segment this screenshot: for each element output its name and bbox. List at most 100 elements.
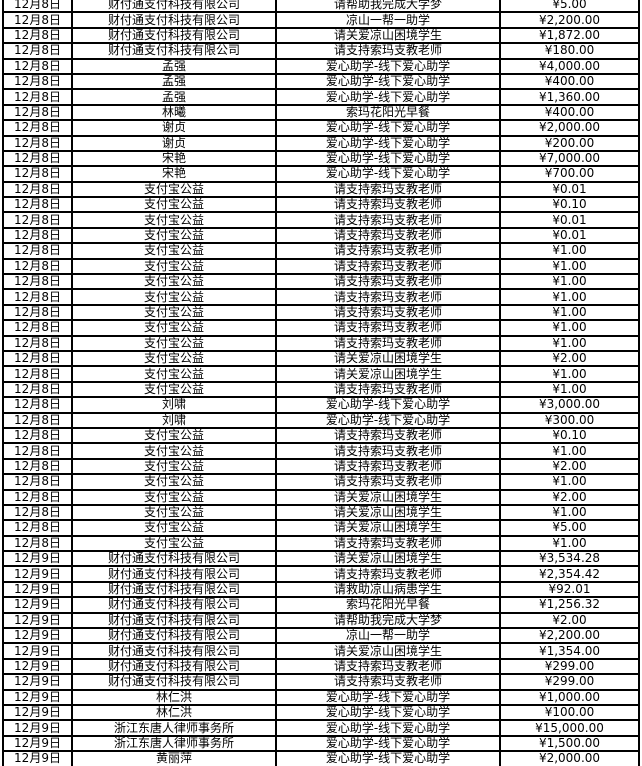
donor-cell: 财付通支付科技有限公司: [71, 565, 277, 583]
date-cell: 12月9日: [2, 703, 73, 722]
date-cell: 12月9日: [2, 565, 73, 583]
table-row: 12月8日 宋艳 爱心助学-线下爱心助学 ¥700.00: [2, 165, 640, 183]
campaign-cell: 爱心助学-线下爱心助学: [275, 119, 501, 137]
amount-cell: ¥5.00: [499, 519, 640, 537]
date-cell: 12月8日: [2, 334, 73, 353]
table-row: 12月8日 支付宝公益 请关爱凉山困境学生 ¥5.00: [2, 519, 640, 537]
donor-cell: 支付宝公益: [71, 473, 277, 491]
donor-cell: 财付通支付科技有限公司: [71, 42, 277, 60]
amount-cell: ¥0.01: [499, 180, 640, 199]
amount-cell: ¥1.00: [499, 503, 640, 522]
date-cell: 12月8日: [2, 473, 73, 491]
amount-cell: ¥180.00: [499, 42, 640, 60]
donor-cell: 财付通支付科技有限公司: [71, 596, 277, 614]
amount-cell: ¥1.00: [499, 473, 640, 491]
donor-cell: 林曦: [71, 103, 277, 122]
date-cell: 12月8日: [2, 426, 73, 445]
campaign-cell: 请帮助我完成大学梦: [275, 0, 501, 14]
amount-cell: ¥3,000.00: [499, 396, 640, 414]
table-row: 12月8日 支付宝公益 请支持索玛支教老师 ¥0.01: [2, 180, 640, 199]
donor-cell: 财付通支付科技有限公司: [71, 550, 277, 568]
table-row: 12月9日 财付通支付科技有限公司 请救助凉山病患学生 ¥92.01: [2, 580, 640, 599]
campaign-cell: 请支持索玛支教老师: [275, 211, 501, 229]
date-cell: 12月8日: [2, 42, 73, 60]
campaign-cell: 请支持索玛支教老师: [275, 673, 501, 691]
table-row: 12月9日 林仁洪 爱心助学-线下爱心助学 ¥100.00: [2, 703, 640, 722]
donor-cell: 支付宝公益: [71, 211, 277, 229]
date-cell: 12月8日: [2, 365, 73, 383]
donor-cell: 浙江东唐人律师事务所: [71, 734, 277, 753]
campaign-cell: 爱心助学-线下爱心助学: [275, 411, 501, 429]
amount-cell: ¥1.00: [499, 334, 640, 353]
date-cell: 12月9日: [2, 580, 73, 599]
table-row: 12月8日 支付宝公益 请关爱凉山困境学生 ¥2.00: [2, 488, 640, 506]
donor-cell: 支付宝公益: [71, 257, 277, 276]
table-row: 12月8日 谢贞 爱心助学-线下爱心助学 ¥200.00: [2, 134, 640, 152]
campaign-cell: 爱心助学-线下爱心助学: [275, 396, 501, 414]
amount-cell: ¥92.01: [499, 580, 640, 599]
table-row: 12月9日 浙江东唐人律师事务所 爱心助学-线下爱心助学 ¥1,500.00: [2, 734, 640, 753]
donor-cell: 林仁洪: [71, 688, 277, 706]
campaign-cell: 请支持索玛支教老师: [275, 426, 501, 445]
date-cell: 12月9日: [2, 688, 73, 706]
amount-cell: ¥1.00: [499, 365, 640, 383]
date-cell: 12月8日: [2, 411, 73, 429]
amount-cell: ¥1,872.00: [499, 26, 640, 45]
donor-cell: 支付宝公益: [71, 426, 277, 445]
donor-cell: 财付通支付科技有限公司: [71, 657, 277, 676]
donor-cell: 支付宝公益: [71, 288, 277, 306]
table-row: 12月8日 支付宝公益 请支持索玛支教老师 ¥1.00: [2, 473, 640, 491]
date-cell: 12月9日: [2, 596, 73, 614]
donor-cell: 财付通支付科技有限公司: [71, 642, 277, 660]
campaign-cell: 爱心助学-线下爱心助学: [275, 88, 501, 106]
table-row: 12月9日 财付通支付科技有限公司 请帮助我完成大学梦 ¥2.00: [2, 611, 640, 630]
table-row: 12月8日 刘啸 爱心助学-线下爱心助学 ¥3,000.00: [2, 396, 640, 414]
donor-cell: 刘啸: [71, 411, 277, 429]
donor-cell: 支付宝公益: [71, 457, 277, 476]
date-cell: 12月9日: [2, 611, 73, 630]
amount-cell: ¥1.00: [499, 319, 640, 337]
table-row: 12月8日 支付宝公益 请关爱凉山困境学生 ¥2.00: [2, 349, 640, 368]
date-cell: 12月8日: [2, 180, 73, 199]
date-cell: 12月8日: [2, 134, 73, 152]
date-cell: 12月8日: [2, 534, 73, 553]
date-cell: 12月8日: [2, 519, 73, 537]
campaign-cell: 爱心助学-线下爱心助学: [275, 719, 501, 737]
donor-cell: 支付宝公益: [71, 365, 277, 383]
amount-cell: ¥1,000.00: [499, 688, 640, 706]
donor-cell: 支付宝公益: [71, 380, 277, 399]
campaign-cell: 请支持索玛支教老师: [275, 196, 501, 214]
campaign-cell: 请关爱凉山困境学生: [275, 26, 501, 45]
table-row: 12月9日 财付通支付科技有限公司 索玛花阳光早餐 ¥1,256.32: [2, 596, 640, 614]
campaign-cell: 爱心助学-线下爱心助学: [275, 149, 501, 168]
table-row: 12月8日 支付宝公益 请支持索玛支教老师 ¥1.00: [2, 534, 640, 553]
donor-cell: 支付宝公益: [71, 273, 277, 291]
table-row: 12月8日 孟强 爱心助学-线下爱心助学 ¥400.00: [2, 72, 640, 91]
date-cell: 12月8日: [2, 396, 73, 414]
campaign-cell: 爱心助学-线下爱心助学: [275, 165, 501, 183]
campaign-cell: 请支持索玛支教老师: [275, 657, 501, 676]
amount-cell: ¥700.00: [499, 165, 640, 183]
date-cell: 12月9日: [2, 642, 73, 660]
table-row: 12月8日 刘啸 爱心助学-线下爱心助学 ¥300.00: [2, 411, 640, 429]
amount-cell: ¥2,000.00: [499, 119, 640, 137]
amount-cell: ¥4,000.00: [499, 57, 640, 75]
amount-cell: ¥1.00: [499, 442, 640, 460]
donor-cell: 支付宝公益: [71, 488, 277, 506]
campaign-cell: 请支持索玛支教老师: [275, 473, 501, 491]
campaign-cell: 请帮助我完成大学梦: [275, 611, 501, 630]
table-row: 12月8日 支付宝公益 请支持索玛支教老师 ¥1.00: [2, 303, 640, 322]
donor-cell: 支付宝公益: [71, 196, 277, 214]
table-row: 12月9日 财付通支付科技有限公司 凉山一帮一助学 ¥2,200.00: [2, 626, 640, 645]
table-row: 12月8日 谢贞 爱心助学-线下爱心助学 ¥2,000.00: [2, 119, 640, 137]
campaign-cell: 请关爱凉山困境学生: [275, 488, 501, 506]
table-row: 12月8日 支付宝公益 请支持索玛支教老师 ¥0.01: [2, 211, 640, 229]
donor-cell: 财付通支付科技有限公司: [71, 611, 277, 630]
table-row: 12月8日 支付宝公益 请支持索玛支教老师 ¥0.10: [2, 196, 640, 214]
amount-cell: ¥0.10: [499, 196, 640, 214]
date-cell: 12月8日: [2, 288, 73, 306]
date-cell: 12月8日: [2, 273, 73, 291]
amount-cell: ¥400.00: [499, 72, 640, 91]
donor-cell: 谢贞: [71, 119, 277, 137]
campaign-cell: 请支持索玛支教老师: [275, 303, 501, 322]
